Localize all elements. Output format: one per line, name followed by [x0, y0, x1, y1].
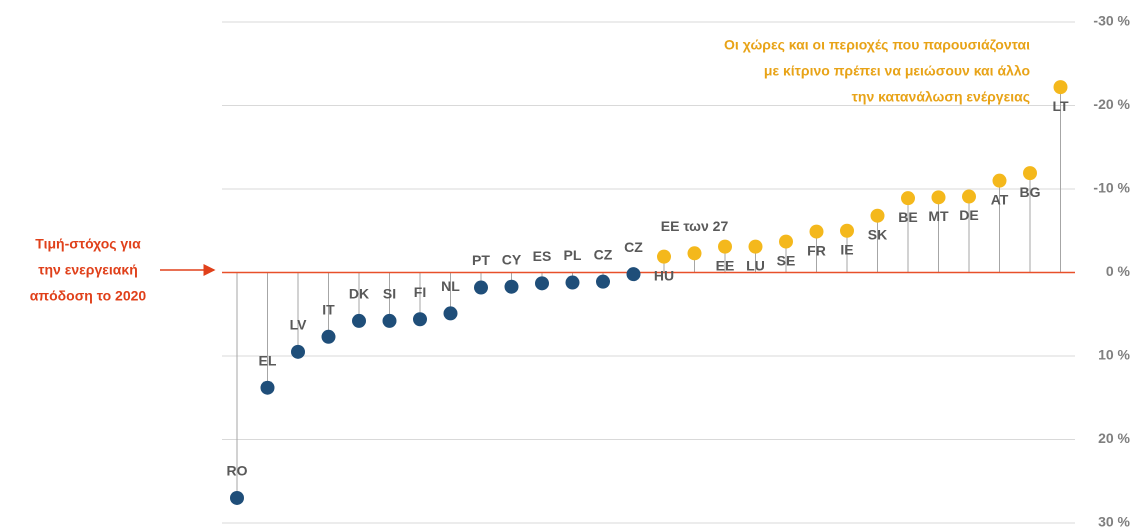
- point: [840, 223, 854, 238]
- point: [230, 490, 244, 505]
- point: [443, 306, 458, 321]
- annotation: Οι χώρες και οι περιοχές που παρουσιάζον…: [724, 37, 1030, 53]
- point: [352, 313, 366, 328]
- point: [657, 249, 671, 264]
- point: [1023, 166, 1037, 181]
- point-label: CY: [502, 251, 522, 267]
- point-label: PT: [472, 252, 490, 268]
- point: [504, 279, 519, 294]
- point: [535, 276, 549, 291]
- point-label: PL: [564, 247, 582, 263]
- point-label: EL: [259, 352, 277, 368]
- point: [779, 234, 793, 249]
- y-tick-label: -30 %: [1093, 13, 1130, 29]
- point-label: DK: [349, 286, 369, 302]
- point: [931, 190, 946, 205]
- point: [260, 380, 275, 395]
- point: [809, 224, 824, 239]
- point-label: SK: [868, 226, 887, 242]
- y-tick-label: 30 %: [1098, 514, 1130, 530]
- point-label: MT: [928, 208, 949, 224]
- point-label: AT: [991, 191, 1009, 207]
- point: [687, 246, 702, 261]
- target-label: Τιμή-στόχος για: [35, 236, 141, 252]
- point: [413, 312, 427, 327]
- point-label: FI: [414, 284, 426, 300]
- point: [962, 189, 976, 204]
- y-tick-label: 0 %: [1106, 263, 1131, 279]
- point: [718, 239, 732, 254]
- point: [626, 267, 641, 282]
- point-label: FR: [807, 242, 826, 258]
- point-label: LU: [746, 257, 765, 273]
- y-tick-label: -20 %: [1093, 96, 1130, 112]
- point: [992, 173, 1007, 188]
- point: [474, 280, 488, 295]
- point: [596, 274, 610, 289]
- point: [748, 239, 763, 254]
- point-label: NL: [441, 278, 460, 294]
- y-tick-label: 10 %: [1098, 347, 1130, 363]
- point-label: EE των 27: [661, 218, 729, 234]
- point-label: LV: [290, 317, 308, 333]
- target-label: απόδοση το 2020: [30, 288, 147, 304]
- y-tick-label: -10 %: [1093, 180, 1130, 196]
- annotation: την κατανάλωση ενέργειας: [852, 89, 1030, 105]
- annotation: με κίτρινο πρέπει να μειώσουν και άλλο: [764, 63, 1030, 79]
- point-label: SI: [383, 286, 396, 302]
- point-label: SE: [777, 252, 796, 268]
- point-label: BG: [1020, 184, 1041, 200]
- point-label: LT: [1052, 98, 1069, 114]
- point: [870, 208, 885, 223]
- target-label: την ενεργειακή: [38, 262, 138, 278]
- point-label: CZ: [624, 239, 643, 255]
- point: [901, 191, 915, 206]
- point-label: CZ: [594, 246, 613, 262]
- point-label: HU: [654, 267, 674, 283]
- point-label: RO: [227, 463, 248, 479]
- point: [565, 275, 580, 290]
- point-label: IE: [840, 241, 853, 257]
- point-label: BE: [898, 209, 917, 225]
- point-label: EE: [716, 257, 735, 273]
- point: [291, 344, 305, 359]
- point: [382, 313, 397, 328]
- point: [321, 329, 336, 344]
- point: [1053, 80, 1068, 95]
- point-label: IT: [322, 301, 335, 317]
- y-tick-label: 20 %: [1098, 430, 1130, 446]
- point-label: ES: [533, 248, 552, 264]
- point-label: DE: [959, 207, 978, 223]
